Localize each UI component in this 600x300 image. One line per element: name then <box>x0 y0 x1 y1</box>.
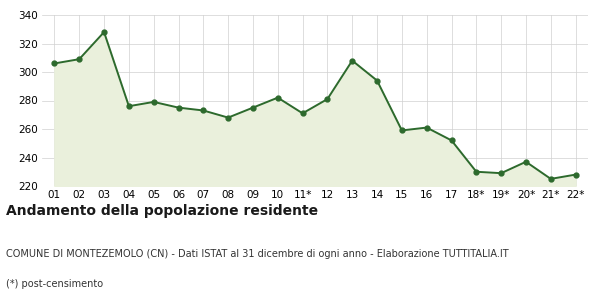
Text: COMUNE DI MONTEZEMOLO (CN) - Dati ISTAT al 31 dicembre di ogni anno - Elaborazio: COMUNE DI MONTEZEMOLO (CN) - Dati ISTAT … <box>6 249 509 259</box>
Text: (*) post-censimento: (*) post-censimento <box>6 279 103 289</box>
Text: Andamento della popolazione residente: Andamento della popolazione residente <box>6 204 318 218</box>
